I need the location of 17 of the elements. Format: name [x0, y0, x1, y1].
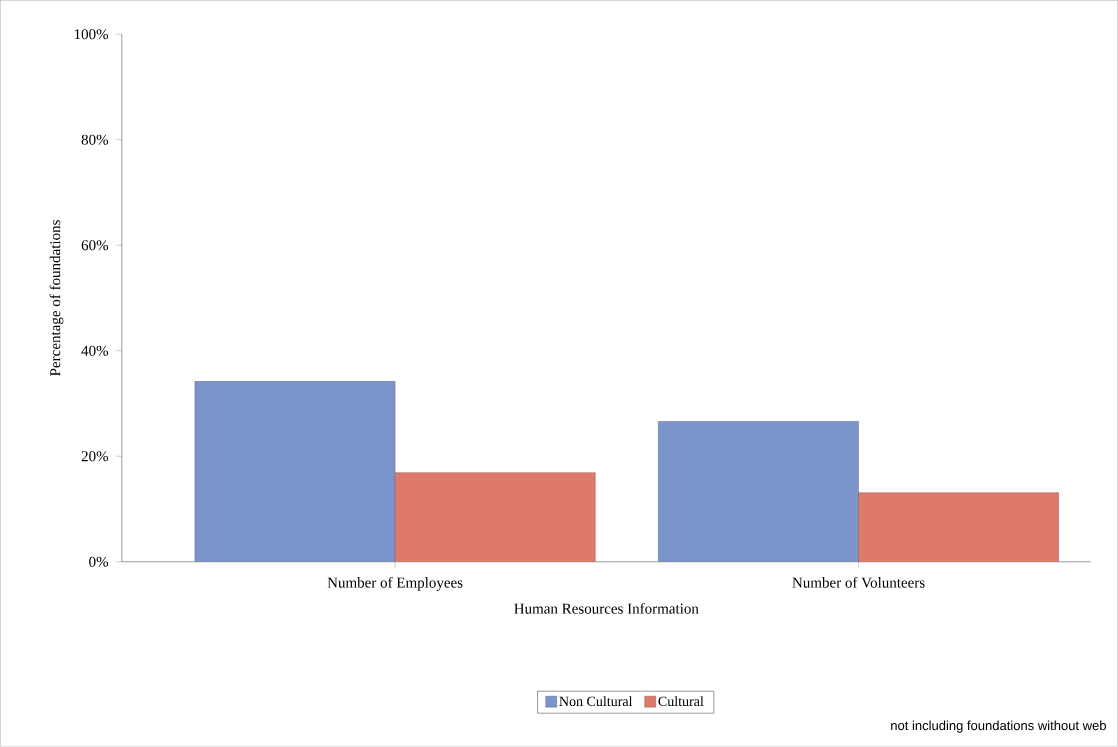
- bar: [658, 421, 859, 562]
- bar: [394, 472, 596, 562]
- y-tick-label: 0%: [89, 556, 109, 568]
- y-tick-label: 80%: [81, 134, 109, 146]
- legend-label: Non Cultural: [559, 696, 633, 707]
- y-axis-title: Percentage of foundations: [49, 220, 64, 377]
- y-tick-label: 100%: [74, 29, 109, 40]
- y-tick-label: 60%: [81, 240, 109, 251]
- bar: [858, 492, 1059, 562]
- y-tick-label: 20%: [81, 451, 109, 462]
- y-tick-label: 40%: [81, 345, 109, 357]
- x-axis-title: Human Resources Information: [514, 603, 699, 614]
- x-tick-label: Number of Employees: [327, 577, 463, 591]
- bar: [194, 381, 396, 562]
- x-tick-label: Number of Volunteers: [792, 577, 925, 588]
- text: not including foundations without web: [891, 720, 1106, 733]
- legend-label: Cultural: [658, 696, 704, 707]
